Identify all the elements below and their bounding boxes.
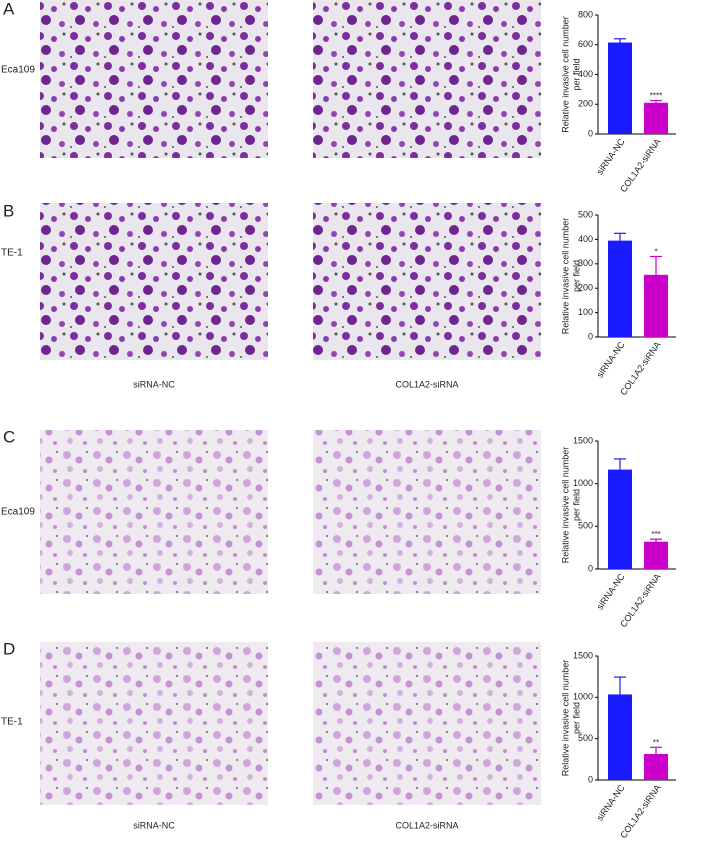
significance: ****	[650, 92, 662, 101]
y-tick-label: 1500	[573, 435, 593, 445]
y-axis-label: per field	[571, 58, 581, 90]
significance: **	[653, 738, 659, 747]
x-tick-label: siRNA-NC	[595, 782, 627, 822]
y-axis-label: per field	[571, 489, 581, 521]
micrograph	[313, 430, 541, 594]
significance: ***	[651, 530, 660, 539]
y-tick-label: 400	[578, 69, 593, 79]
significance: *	[654, 248, 657, 257]
row-label: TE-1	[1, 717, 23, 728]
micrograph	[313, 0, 541, 158]
micrograph	[40, 0, 268, 158]
column-label: siRNA-NC	[133, 379, 175, 389]
row-label: Eca109	[1, 507, 35, 518]
panel-letter: C	[3, 427, 15, 446]
y-tick-label: 1000	[573, 478, 593, 488]
y-tick-label: 500	[578, 521, 593, 531]
y-tick-label: 200	[578, 283, 593, 293]
bar	[608, 42, 632, 134]
bar	[644, 102, 668, 134]
column-label: siRNA-NC	[133, 820, 175, 830]
y-tick-label: 0	[588, 563, 593, 573]
micrograph	[40, 430, 268, 594]
y-tick-label: 0	[588, 774, 593, 784]
y-tick-label: 100	[578, 307, 593, 317]
y-tick-label: 600	[578, 39, 593, 49]
x-tick-label: COL1A2-siRNA	[618, 137, 662, 194]
row-label: TE-1	[1, 248, 23, 259]
x-tick-label: siRNA-NC	[595, 339, 627, 379]
bar	[608, 469, 632, 569]
bar	[608, 694, 632, 780]
y-tick-label: 0	[588, 128, 593, 138]
y-tick-label: 400	[578, 234, 593, 244]
x-tick-label: siRNA-NC	[595, 571, 627, 611]
y-axis-label: Relative invasive cell number	[560, 16, 570, 133]
panel-letter: B	[3, 201, 14, 220]
y-axis-label: Relative invasive cell number	[560, 447, 570, 564]
y-axis-label: Relative invasive cell number	[560, 218, 570, 335]
bar	[644, 753, 668, 780]
bar	[644, 274, 668, 337]
micrograph	[40, 203, 268, 360]
y-axis-label: per field	[571, 702, 581, 734]
micrograph	[313, 642, 541, 805]
bar	[608, 240, 632, 337]
column-label: COL1A2-siRNA	[395, 379, 458, 389]
column-label: COL1A2-siRNA	[395, 820, 458, 830]
panel-letter: D	[3, 639, 15, 658]
x-tick-label: COL1A2-siRNA	[618, 340, 662, 397]
micrograph	[40, 642, 268, 805]
y-tick-label: 500	[578, 209, 593, 219]
y-tick-label: 0	[588, 331, 593, 341]
y-tick-label: 300	[578, 258, 593, 268]
x-tick-label: COL1A2-siRNA	[618, 572, 662, 629]
y-tick-label: 1500	[573, 650, 593, 660]
y-tick-label: 1000	[573, 692, 593, 702]
y-tick-label: 200	[578, 99, 593, 109]
micrograph	[313, 203, 541, 360]
row-label: Eca109	[1, 65, 35, 76]
bar	[644, 541, 668, 569]
y-axis-label: Relative invasive cell number	[560, 660, 570, 777]
x-tick-label: COL1A2-siRNA	[618, 783, 662, 840]
y-axis-label: per field	[571, 260, 581, 292]
x-tick-label: siRNA-NC	[595, 136, 627, 176]
panel-letter: A	[3, 0, 15, 18]
y-tick-label: 500	[578, 733, 593, 743]
y-tick-label: 800	[578, 9, 593, 19]
